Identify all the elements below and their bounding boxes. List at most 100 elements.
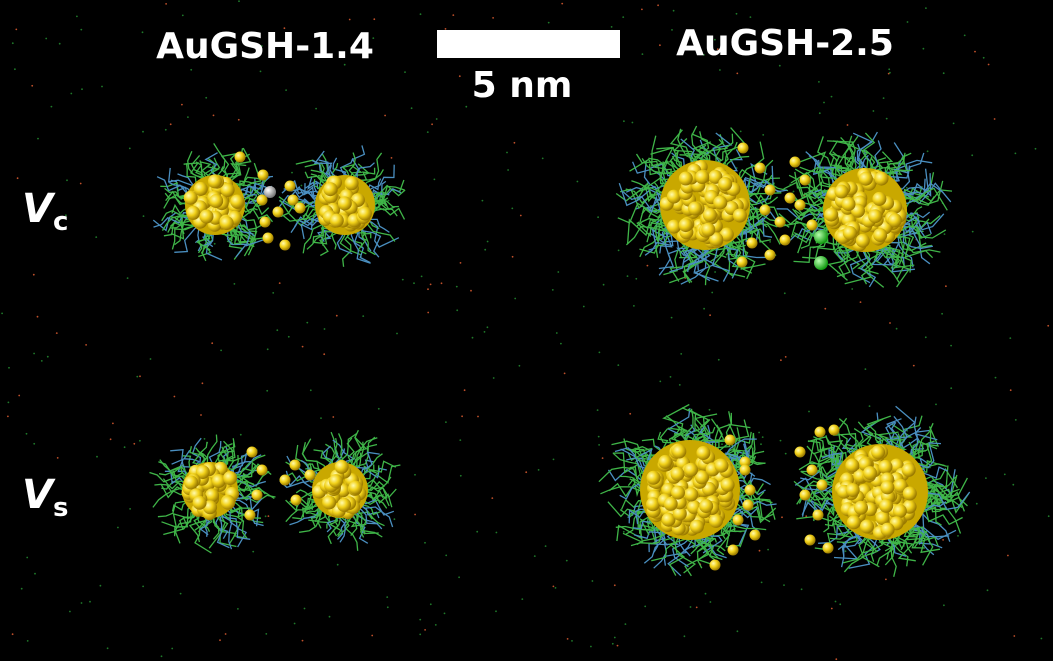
solvent-dot (101, 86, 103, 88)
solvent-dot (873, 110, 875, 112)
solvent-dot (464, 389, 466, 391)
solvent-dot (142, 131, 144, 133)
solvent-dot (142, 586, 144, 588)
free-atom (273, 207, 284, 218)
solvent-dot (622, 16, 624, 18)
gold-atom (671, 486, 685, 500)
solvent-dot (180, 593, 182, 595)
solvent-dot (458, 576, 460, 578)
solvent-dot (950, 387, 952, 389)
solvent-dot (705, 593, 707, 595)
solvent-dot (329, 616, 331, 618)
solvent-dot (8, 367, 10, 369)
solvent-dot (971, 154, 973, 156)
solvent-dot (943, 604, 945, 606)
free-atom (740, 465, 751, 476)
solvent-dot (362, 315, 364, 317)
free-atom (295, 203, 306, 214)
chloride-ion (814, 230, 828, 244)
solvent-dot (987, 589, 989, 591)
free-atom (280, 475, 291, 486)
solvent-dot (110, 438, 112, 440)
solvent-dot (411, 107, 413, 109)
solvent-dot (66, 179, 68, 181)
solvent-dot (521, 598, 523, 600)
sodium-ion (264, 186, 276, 198)
solvent-dot (493, 377, 495, 379)
solvent-dot (444, 613, 446, 615)
solvent-dot (633, 305, 635, 307)
solvent-dot (33, 274, 35, 276)
solvent-dot (302, 346, 304, 348)
solvent-dot (434, 179, 436, 181)
solvent-dot (555, 587, 557, 589)
solvent-dot (869, 405, 871, 407)
free-atom (743, 500, 754, 511)
solvent-dot (404, 71, 406, 73)
solvent-dot (627, 275, 629, 277)
solvent-dot (387, 606, 389, 608)
solvent-dot (888, 68, 890, 70)
solvent-dot (506, 152, 508, 154)
solvent-dot (12, 42, 14, 44)
free-atom (760, 205, 771, 216)
solvent-dot (592, 580, 594, 582)
solvent-dot (548, 22, 550, 24)
solvent-dot (784, 292, 786, 294)
solvent-dot (1015, 419, 1017, 421)
gold-atom (200, 210, 214, 224)
free-atom (800, 490, 811, 501)
solvent-dot (414, 474, 416, 476)
gold-atom (881, 523, 895, 537)
solvent-dot (553, 459, 555, 461)
gold-atom (701, 223, 715, 237)
solvent-dot (117, 527, 119, 529)
solvent-dot (760, 443, 762, 445)
solvent-dot (538, 469, 540, 471)
free-atom (710, 560, 721, 571)
solvent-dot (70, 93, 72, 95)
solvent-dot (452, 14, 454, 16)
gold-atom (184, 476, 198, 490)
solvent-dot (614, 584, 616, 586)
solvent-dot (767, 549, 769, 551)
free-atom (728, 545, 739, 556)
solvent-dot (424, 542, 426, 544)
solvent-dot (112, 423, 114, 425)
solvent-dot (427, 312, 429, 314)
gold-atom (718, 177, 732, 191)
solvent-dot (659, 381, 661, 383)
solvent-dot (460, 475, 462, 477)
solvent-dot (983, 57, 985, 59)
solvent-dot (225, 633, 227, 635)
solvent-dot (34, 573, 36, 575)
gold-atom (872, 192, 886, 206)
gold-atom (322, 496, 336, 510)
solvent-dot (170, 123, 172, 125)
solvent-dot (1009, 337, 1011, 339)
solvent-dot (491, 497, 493, 499)
solvent-dot (445, 28, 447, 30)
gold-atom (696, 446, 710, 460)
solvent-dot (957, 535, 959, 537)
solvent-dot (552, 289, 554, 291)
gold-atom (845, 458, 859, 472)
solvent-dot (614, 637, 616, 639)
solvent-dot (1015, 153, 1017, 155)
solvent-dot (76, 16, 78, 18)
solvent-dot (976, 503, 978, 505)
solvent-dot (718, 359, 720, 361)
solvent-dot (294, 623, 296, 625)
solvent-dot (617, 645, 619, 647)
row-subscript: s (53, 493, 68, 523)
gold-atom (868, 209, 882, 223)
solvent-dot (889, 72, 891, 74)
gold-atom (846, 483, 860, 497)
free-atom (755, 163, 766, 174)
solvent-dot (476, 531, 478, 533)
free-atom (775, 217, 786, 228)
solvent-dot (7, 416, 9, 418)
solvent-dot (100, 585, 102, 587)
solvent-dot (33, 443, 35, 445)
solvent-dot (240, 434, 242, 436)
